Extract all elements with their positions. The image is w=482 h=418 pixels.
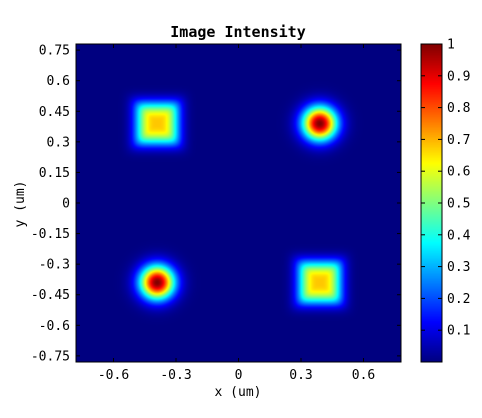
y-tick-label: 0.3 [47,135,70,150]
x-tick-label: 0.3 [289,368,312,383]
y-tick-label: 0.75 [39,44,70,59]
x-tick-label: -0.6 [98,368,129,383]
y-tick-label: 0.6 [47,74,70,89]
colorbar-tick-label: 1 [447,38,455,53]
colorbar-gradient [421,44,442,362]
colorbar-tick-label: 0.9 [447,69,470,84]
colorbar-tick-label: 0.5 [447,197,470,212]
y-axis-label: y (um) [13,181,28,228]
y-tick-label: -0.15 [31,227,70,242]
x-tick-label: 0 [235,368,243,383]
colorbar-tick-label: 0.7 [447,133,470,148]
y-axis: 0.75 0.6 0.45 0.3 0.15 0 -0.15 -0.3 -0.45 -0.6 -0.… [31,44,401,364]
colorbar-tick-label: 0.3 [447,260,470,275]
y-tick-label: -0.75 [31,349,70,364]
y-tick-label: 0.15 [39,166,70,181]
x-tick-label: -0.3 [160,368,191,383]
y-tick-label: 0 [62,197,70,212]
y-tick-label: 0.45 [39,105,70,120]
colorbar: 0.1 0.2 0.3 0.4 0.5 0.6 0.7 0.8 0.9 1 [420,38,471,363]
colorbar-ticks: 0.1 0.2 0.3 0.4 0.5 0.6 0.7 0.8 0.9 1 [421,38,471,339]
colorbar-tick-label: 0.2 [447,292,470,307]
colorbar-tick-label: 0.8 [447,101,470,116]
x-axis: -0.6 -0.3 0 0.3 0.6 [98,44,375,383]
y-tick-label: -0.45 [31,288,70,303]
y-tick-label: -0.3 [39,258,70,273]
colorbar-tick-label: 0.4 [447,228,471,243]
colorbar-tick-label: 0.1 [447,324,470,339]
chart-title: Image Intensity [170,23,305,41]
y-tick-label: -0.6 [39,319,70,334]
heatmap-image [76,44,401,362]
x-tick-label: 0.6 [352,368,375,383]
colorbar-tick-label: 0.6 [447,165,470,180]
plot-area [75,43,402,363]
x-axis-label: x (um) [215,385,262,400]
